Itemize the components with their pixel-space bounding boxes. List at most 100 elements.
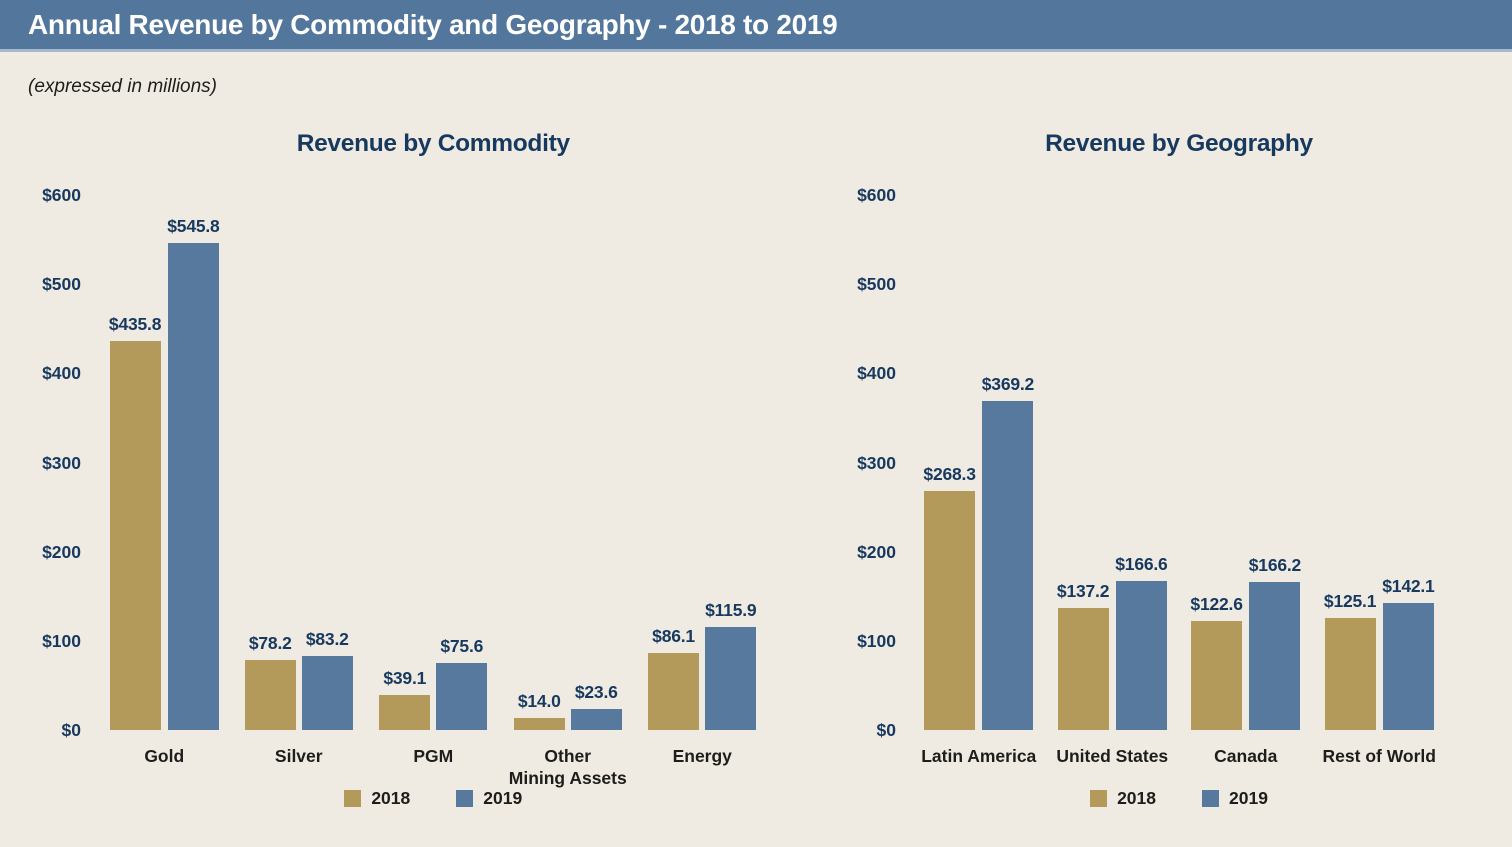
- chart-revenue-by-geography: Revenue by Geography $0 $100 $200 $300 $400 $5…: [832, 120, 1446, 830]
- value-label: $23.6: [574, 681, 618, 702]
- category-group: $435.8 $545.8: [97, 195, 232, 730]
- category-group: $39.1 $75.6: [366, 195, 501, 730]
- bar-2019: [570, 708, 622, 730]
- y-tick-label: $0: [61, 720, 81, 740]
- value-label: $125.1: [1323, 591, 1377, 612]
- bar-cell: $369.2: [982, 374, 1034, 730]
- category-group: $78.2 $83.2: [232, 195, 367, 730]
- bar-cell: $137.2: [1057, 581, 1109, 730]
- y-tick-label: $300: [857, 452, 896, 473]
- y-tick-label: $500: [857, 274, 896, 295]
- value-label: $166.2: [1248, 554, 1302, 575]
- bar-2019: [705, 626, 757, 730]
- legend-label: 2019: [1229, 788, 1268, 808]
- value-label: $268.3: [923, 463, 976, 484]
- legend-item-2018: 2018: [344, 788, 410, 809]
- y-tick-label: $200: [42, 541, 81, 562]
- bar-2019: [301, 655, 353, 730]
- bar-2018: [924, 490, 976, 730]
- value-label: $369.2: [981, 373, 1035, 394]
- legend-swatch-2018: [1090, 790, 1108, 807]
- bar-2019: [167, 243, 219, 730]
- legend-label: 2018: [1117, 788, 1156, 808]
- bar-2018: [1057, 607, 1109, 730]
- category-label: PGM: [413, 746, 454, 766]
- y-tick-label: $400: [42, 363, 81, 384]
- bar-2019: [1115, 581, 1167, 730]
- bar-2018: [244, 660, 296, 730]
- bar-2018: [379, 695, 431, 730]
- plot-area: $435.8 $545.8 $78.2 $83.2 $39.1 $75.6 $14.0 $23…: [97, 195, 770, 730]
- report-header: Annual Revenue by Commodity and Geograph…: [0, 0, 1512, 52]
- category-group: $125.1 $142.1: [1313, 195, 1447, 730]
- value-label: $142.1: [1382, 576, 1435, 597]
- legend-label: 2018: [371, 788, 411, 808]
- bar-cell: $142.1: [1382, 576, 1435, 730]
- legend-swatch-2019: [456, 790, 474, 807]
- y-tick-label: $300: [42, 452, 81, 473]
- category-label: Energy: [672, 746, 732, 766]
- value-label: $435.8: [108, 314, 162, 335]
- value-label: $75.6: [440, 635, 484, 656]
- bar-cell: $115.9: [705, 600, 757, 730]
- bar-cell: $268.3: [923, 463, 976, 730]
- category-label: Gold: [144, 746, 185, 766]
- bar-cell: $125.1: [1324, 591, 1376, 730]
- y-tick-label: $500: [42, 274, 81, 295]
- bar-cell: $166.6: [1115, 554, 1168, 730]
- value-label: $83.2: [305, 628, 349, 649]
- bar-cell: $86.1: [648, 626, 700, 730]
- legend-item-2019: 2019: [1202, 788, 1268, 809]
- bar-2018: [513, 717, 565, 730]
- y-tick-label: $200: [857, 541, 896, 562]
- y-tick-label: $600: [42, 185, 81, 205]
- value-label: $545.8: [167, 216, 220, 237]
- value-label: $39.1: [383, 668, 427, 689]
- value-label: $137.2: [1056, 580, 1110, 601]
- report-title: Annual Revenue by Commodity and Geograph…: [28, 8, 838, 40]
- bar-2019: [436, 662, 488, 730]
- bar-2019: [1249, 581, 1301, 730]
- bar-2019: [982, 400, 1034, 730]
- legend-item-2018: 2018: [1090, 788, 1156, 809]
- bar-cell: $122.6: [1190, 593, 1243, 730]
- bar-cell: $23.6: [570, 681, 622, 730]
- value-label: $78.2: [248, 633, 292, 654]
- category-group: $122.6 $166.2: [1179, 195, 1313, 730]
- y-tick-label: $100: [857, 630, 896, 651]
- category-label: Other Mining Assets: [508, 746, 627, 788]
- chart-title: Revenue by Commodity: [296, 130, 570, 157]
- category-label: Silver: [274, 746, 323, 766]
- legend: 2018 2019: [912, 788, 1446, 809]
- category-label: Latin America: [921, 746, 1037, 766]
- category-label: Rest of World: [1322, 746, 1436, 766]
- chart-title: Revenue by Geography: [1045, 130, 1313, 157]
- y-tick-label: $100: [42, 630, 81, 651]
- bar-cell: $435.8: [109, 314, 161, 730]
- category-label: United States: [1056, 746, 1169, 766]
- units-note: (expressed in millions): [28, 76, 218, 97]
- category-group: $268.3 $369.2: [912, 195, 1046, 730]
- bar-cell: $14.0: [513, 690, 565, 730]
- plot-area: $268.3 $369.2 $137.2 $166.6 $122.6 $166.2 $125…: [912, 195, 1446, 730]
- value-label: $86.1: [652, 626, 695, 647]
- bar-cell: $75.6: [436, 635, 488, 730]
- bar-cell: $83.2: [301, 628, 353, 730]
- category-group: $14.0 $23.6: [501, 195, 636, 730]
- category-group: $137.2 $166.6: [1046, 195, 1180, 730]
- bar-cell: $78.2: [244, 633, 296, 730]
- chart-revenue-by-commodity: Revenue by Commodity $0 $100 $200 $300 $400 $5…: [17, 120, 770, 830]
- bar-2018: [1324, 618, 1376, 730]
- legend-swatch-2019: [1202, 790, 1219, 807]
- value-label: $122.6: [1190, 593, 1243, 614]
- bar-2018: [1191, 620, 1243, 730]
- y-tick-label: $0: [876, 720, 896, 740]
- bar-cell: $166.2: [1249, 555, 1301, 730]
- bar-2018: [109, 341, 161, 730]
- bar-2019: [1382, 603, 1434, 730]
- legend-swatch-2018: [344, 790, 362, 807]
- value-label: $14.0: [517, 690, 561, 711]
- category-label: Canada: [1214, 746, 1278, 766]
- bar-cell: $39.1: [379, 668, 431, 730]
- legend-item-2019: 2019: [456, 788, 522, 809]
